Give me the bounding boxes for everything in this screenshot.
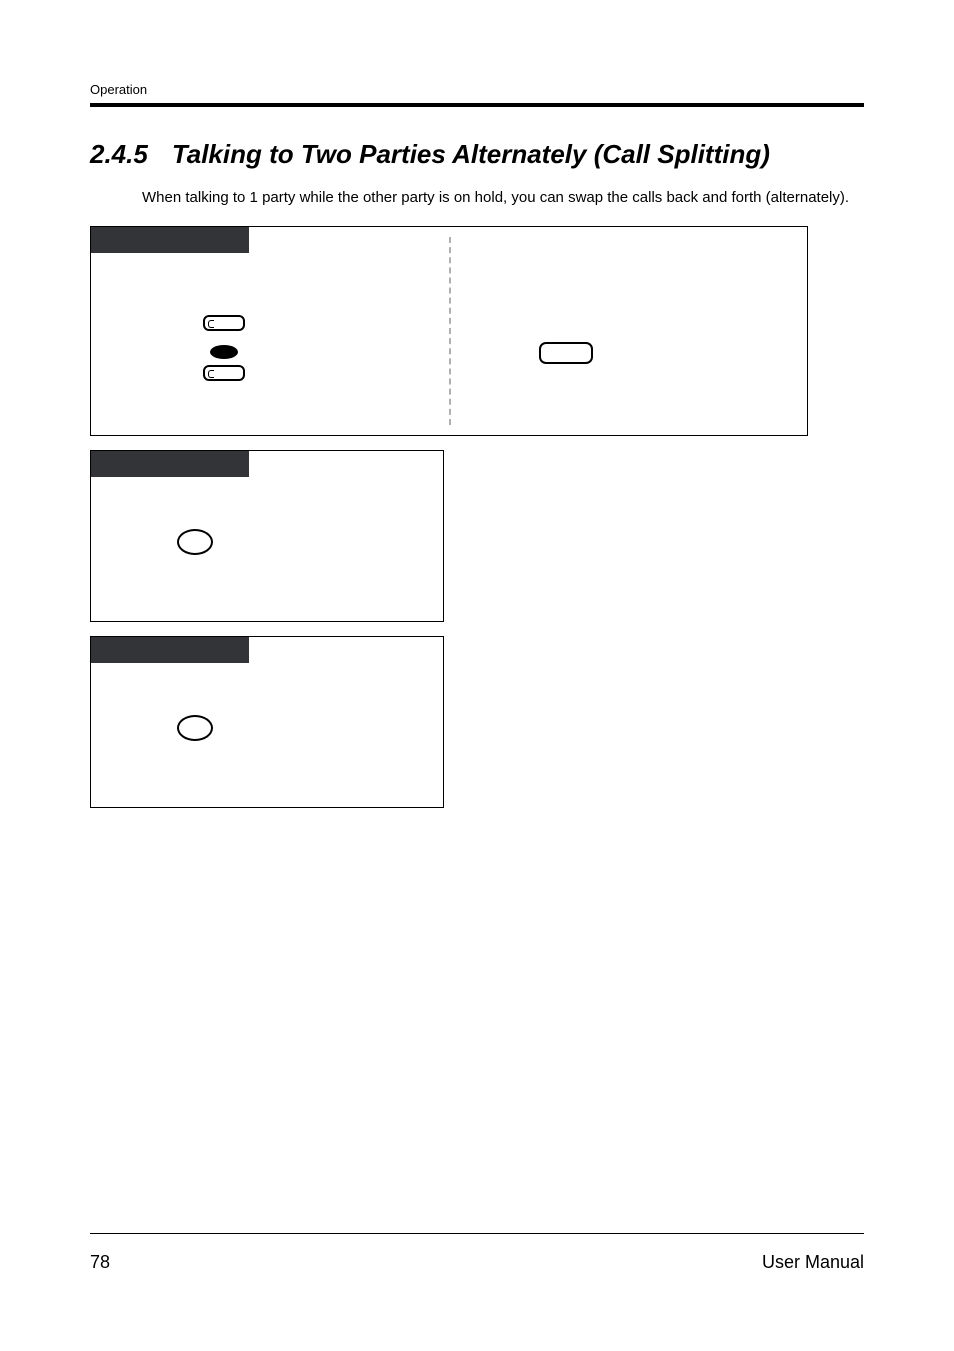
section-title: 2.4.5 Talking to Two Parties Alternately… bbox=[90, 139, 864, 170]
button-ellipse-1 bbox=[177, 529, 213, 555]
footer-row: 78 User Manual bbox=[90, 1252, 864, 1273]
doc-title: User Manual bbox=[762, 1252, 864, 1273]
key-shape-1 bbox=[203, 315, 245, 331]
diagram-area bbox=[90, 226, 864, 808]
button-shape bbox=[539, 342, 593, 364]
key-notch-icon bbox=[208, 370, 214, 378]
diagram-box-narrow-1 bbox=[90, 450, 444, 622]
intro-paragraph: When talking to 1 party while the other … bbox=[90, 188, 864, 208]
section-heading: Talking to Two Parties Alternately (Call… bbox=[172, 139, 770, 170]
page-number: 78 bbox=[90, 1252, 110, 1273]
indicator-dot bbox=[210, 345, 238, 359]
diagram-box-wide bbox=[90, 226, 808, 436]
key-shape-2 bbox=[203, 365, 245, 381]
key-notch-icon bbox=[208, 320, 214, 328]
wide-box-left bbox=[91, 227, 449, 435]
header-label: Operation bbox=[90, 82, 864, 97]
section-number: 2.4.5 bbox=[90, 139, 148, 170]
top-header: Operation bbox=[90, 82, 864, 107]
footer-rule bbox=[90, 1233, 864, 1234]
page-container: Operation 2.4.5 Talking to Two Parties A… bbox=[0, 0, 954, 1351]
tab-header-2 bbox=[91, 451, 249, 477]
diagram-box-narrow-2 bbox=[90, 636, 444, 808]
header-rule bbox=[90, 103, 864, 107]
tab-header-3 bbox=[91, 637, 249, 663]
button-ellipse-2 bbox=[177, 715, 213, 741]
wide-box-right bbox=[449, 227, 807, 435]
page-footer: 78 User Manual bbox=[90, 1233, 864, 1273]
